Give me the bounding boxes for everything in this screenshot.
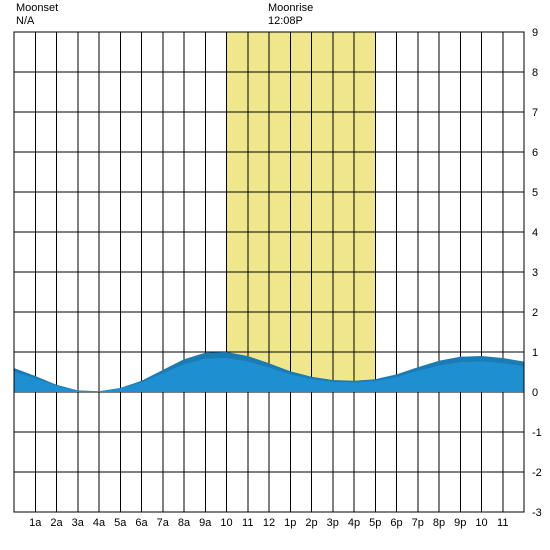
svg-text:1: 1 [532,347,538,359]
svg-text:2p: 2p [305,517,317,529]
svg-text:5a: 5a [114,517,127,529]
svg-text:3a: 3a [72,517,85,529]
svg-text:2a: 2a [50,517,63,529]
svg-text:12: 12 [263,517,275,529]
svg-text:10: 10 [475,517,487,529]
svg-text:2: 2 [532,307,538,319]
moonrise-title: Moonrise [268,2,313,15]
svg-text:9p: 9p [454,517,466,529]
daylight-highlight [227,32,376,392]
svg-text:11: 11 [497,517,508,529]
svg-text:3: 3 [532,267,538,279]
svg-text:9a: 9a [199,517,212,529]
svg-text:3p: 3p [327,517,339,529]
svg-text:7a: 7a [157,517,170,529]
svg-text:7: 7 [532,107,538,119]
svg-text:6p: 6p [390,517,402,529]
svg-text:4p: 4p [348,517,360,529]
svg-text:4: 4 [532,227,538,239]
svg-text:-2: -2 [532,467,542,479]
y-axis-ticks: -3 -2 -1 0 1 2 3 4 5 6 7 8 9 [532,27,542,519]
svg-text:8p: 8p [433,517,445,529]
svg-text:-1: -1 [532,427,542,439]
svg-text:1p: 1p [284,517,296,529]
svg-text:11: 11 [242,517,253,529]
moonrise-value: 12:08P [268,15,313,28]
svg-text:5p: 5p [369,517,381,529]
moonset-title: Moonset [16,2,58,15]
moonset-value: N/A [16,15,58,28]
svg-text:4a: 4a [93,517,106,529]
svg-text:5: 5 [532,187,538,199]
chart-svg: -3-2-10123456789 1a2a3a4a5a6a7a8a9a10111… [0,0,550,550]
svg-text:-3: -3 [532,507,542,519]
tide-chart: Moonset N/A Moonrise 12:08P -3-2-1012345… [0,0,550,550]
moonset-label: Moonset N/A [16,2,58,28]
svg-text:7p: 7p [412,517,424,529]
svg-text:6a: 6a [135,517,148,529]
plot-area [14,32,524,512]
svg-text:1a: 1a [29,517,42,529]
grid [14,32,524,512]
moonrise-label: Moonrise 12:08P [268,2,313,28]
svg-text:10: 10 [220,517,232,529]
svg-text:8a: 8a [178,517,191,529]
svg-text:0: 0 [532,387,538,399]
svg-text:8: 8 [532,67,538,79]
svg-text:9: 9 [532,27,538,39]
x-axis-ticks: 1a 2a 3a 4a 5a 6a 7a 8a 9a 10 11 12 1p 2p 3p 4p 5p 6p 7p 8p… [29,517,508,529]
svg-text:6: 6 [532,147,538,159]
